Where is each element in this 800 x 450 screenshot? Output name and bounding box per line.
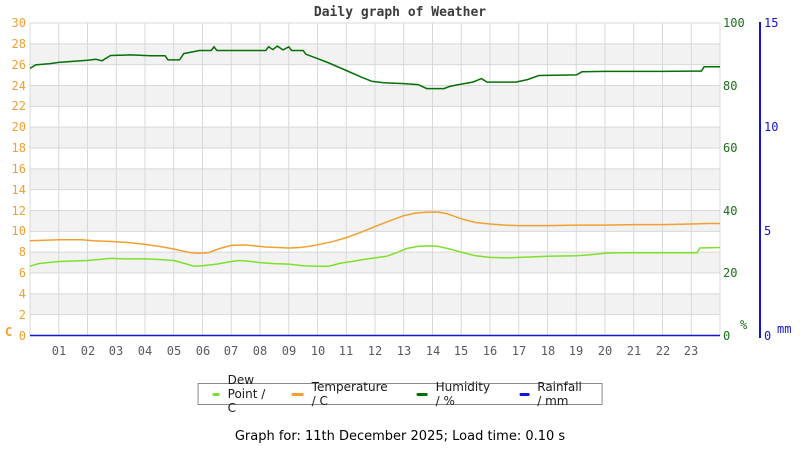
x-axis-tick: 10	[310, 344, 326, 358]
x-axis-tick: 05	[166, 344, 182, 358]
y-axis-left-tick: 6	[18, 266, 26, 280]
y-axis-left-tick: 2	[18, 308, 26, 322]
legend-label-temperature: Temperature / C	[311, 380, 388, 408]
y-axis-mm-tick: 5	[764, 224, 772, 238]
x-axis-tick: 08	[252, 344, 268, 358]
x-axis-tick: 19	[568, 344, 584, 358]
y-axis-left-tick: 4	[18, 287, 26, 301]
legend-label-dew-point: Dew Point / C	[227, 373, 266, 415]
y-axis-left-tick: 12	[11, 204, 26, 218]
x-axis-tick: 13	[396, 344, 412, 358]
y-axis-left-tick: 16	[11, 162, 26, 176]
legend-swatch-humidity	[416, 392, 428, 396]
y-axis-left-tick: 20	[11, 120, 26, 134]
chart-title: Daily graph of Weather	[313, 5, 487, 20]
x-axis-tick: 23	[683, 344, 699, 358]
y-axis-mm-tick: 10	[764, 120, 779, 134]
x-axis-tick: 07	[223, 344, 239, 358]
y-axis-left-tick: 30	[11, 16, 26, 30]
x-axis-tick: 17	[511, 344, 527, 358]
legend-item-humidity: Humidity / %	[416, 380, 493, 408]
y-axis-percent-tick: 80	[723, 79, 738, 93]
legend-label-humidity: Humidity / %	[435, 380, 491, 408]
x-axis-tick: 20	[597, 344, 613, 358]
y-axis-mm-tick: 15	[764, 16, 779, 30]
y-axis-left-tick: 22	[11, 99, 26, 113]
y-axis-left-tick: 8	[18, 245, 26, 259]
x-axis-tick: 01	[51, 344, 67, 358]
y-axis-left-tick: 26	[11, 58, 26, 72]
x-axis-tick: 16	[482, 344, 498, 358]
y-axis-percent-tick: 20	[723, 266, 738, 280]
y-axis-left-tick: 14	[11, 183, 26, 197]
y-axis-left-tick: 0	[18, 329, 26, 343]
y-axis-mm-unit: mm	[777, 322, 792, 336]
caption: Graph for: 11th December 2025; Load time…	[234, 429, 566, 444]
x-axis-tick: 02	[80, 344, 96, 358]
y-axis-mm-tick: 0	[764, 329, 772, 343]
y-axis-left-unit: C	[5, 325, 13, 339]
x-axis-tick: 04	[137, 344, 153, 358]
x-axis-tick: 21	[626, 344, 642, 358]
y-axis-percent-tick: 100	[723, 16, 745, 30]
y-axis-percent-tick: 60	[723, 141, 738, 155]
y-axis-left-tick: 28	[11, 37, 26, 51]
x-axis-tick: 09	[281, 344, 297, 358]
x-axis-tick: 14	[425, 344, 441, 358]
x-axis-tick: 06	[195, 344, 211, 358]
legend-item-temperature: Temperature / C	[291, 380, 390, 408]
y-axis-percent-unit: %	[740, 318, 748, 332]
y-axis-percent-tick: 0	[723, 329, 731, 343]
legend-swatch-temperature	[291, 392, 304, 396]
legend-label-rainfall: Rainfall / mm	[537, 380, 582, 408]
y-axis-percent-tick: 40	[723, 204, 738, 218]
series-dew-point-line	[29, 245, 721, 267]
legend-item-dew-point: Dew Point / C	[212, 373, 266, 415]
legend: Dew Point / C Temperature / C Humidity / %…	[197, 373, 603, 415]
x-axis-tick: 03	[108, 344, 124, 358]
series-temperature-line	[29, 211, 720, 254]
legend-swatch-dew-point	[212, 392, 220, 396]
x-axis-tick: 15	[453, 344, 469, 358]
x-axis-tick: 18	[540, 344, 556, 358]
x-axis-tick: 12	[367, 344, 383, 358]
x-axis-tick: 22	[655, 344, 671, 358]
y-axis-left-tick: 10	[11, 224, 26, 238]
y-axis-left-tick: 18	[11, 141, 26, 155]
y-axis-left-tick: 24	[11, 79, 26, 93]
series-humidity-line	[29, 45, 720, 90]
legend-item-rainfall: Rainfall / mm	[519, 380, 588, 408]
x-axis-tick: 11	[338, 344, 354, 358]
legend-swatch-rainfall	[519, 392, 530, 396]
